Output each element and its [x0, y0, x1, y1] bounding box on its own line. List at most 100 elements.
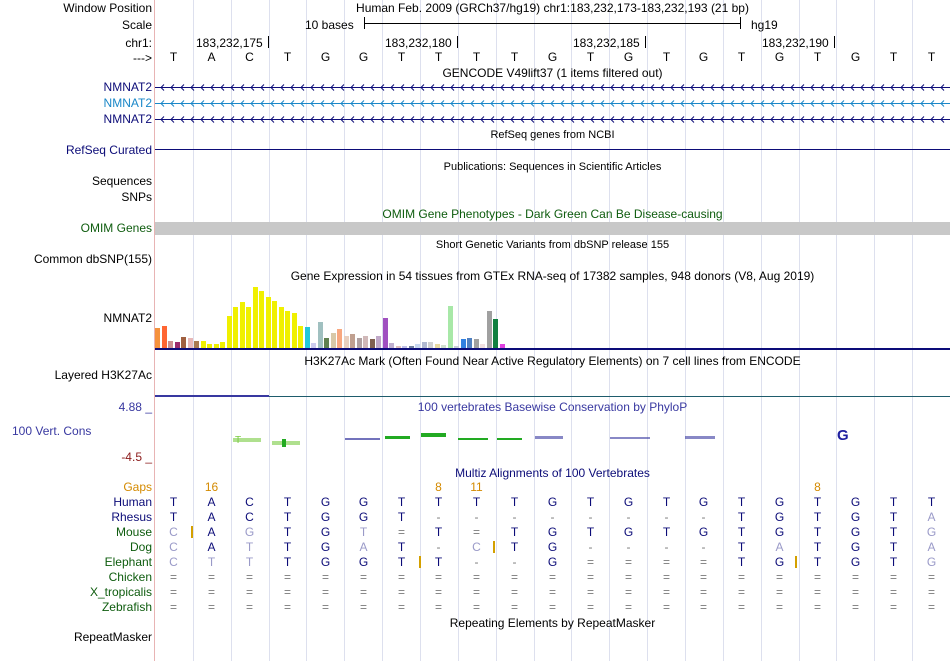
gtex-tissue-bar[interactable] — [382, 318, 388, 348]
gtex-tissue-bar[interactable] — [415, 344, 420, 348]
gencode-gene-label-3[interactable]: NMNAT2 — [103, 112, 152, 126]
gtex-tissue-bar[interactable] — [486, 311, 492, 348]
refseq-track-label[interactable]: RefSeq Curated — [65, 143, 152, 157]
alignment-base: G — [547, 525, 558, 539]
alignment-base: = — [283, 600, 291, 614]
species-label-zebrafish[interactable]: Zebrafish — [101, 600, 152, 614]
gtex-tissue-bar[interactable] — [207, 344, 212, 348]
gtex-track-label[interactable]: NMNAT2 — [103, 311, 152, 325]
alignment-base: - — [550, 510, 555, 524]
gtex-tissue-bar[interactable] — [454, 346, 459, 348]
gtex-tissue-bar[interactable] — [194, 341, 199, 348]
publications-snps-label[interactable]: SNPs — [121, 190, 152, 204]
gencode-track-title: GENCODE V49lift37 (1 items filtered out) — [442, 66, 663, 80]
gtex-tissue-bar[interactable] — [434, 344, 440, 348]
species-label-dog[interactable]: Dog — [129, 540, 152, 554]
gtex-tissue-bar[interactable] — [428, 342, 433, 348]
refseq-gene-line[interactable] — [155, 149, 950, 150]
gtex-tissue-bar[interactable] — [350, 334, 355, 348]
gtex-tissue-bar[interactable] — [233, 307, 238, 348]
gtex-tissue-bar[interactable] — [174, 342, 180, 348]
alignment-base: G — [547, 555, 558, 569]
gtex-tissue-bar[interactable] — [369, 339, 375, 348]
alignment-base: T — [737, 495, 746, 509]
species-label-chicken[interactable]: Chicken — [108, 570, 152, 584]
gtex-tissue-bar[interactable] — [343, 336, 349, 348]
reference-base: T — [283, 50, 292, 64]
gtex-tissue-bar[interactable] — [402, 346, 407, 348]
gtex-tissue-bar[interactable] — [317, 322, 323, 348]
gtex-tissue-bar[interactable] — [311, 343, 316, 348]
gtex-tissue-bar[interactable] — [161, 326, 167, 348]
gtex-tissue-bar[interactable] — [493, 319, 498, 348]
gtex-tissue-bar[interactable] — [285, 311, 290, 348]
gtex-tissue-bar[interactable] — [460, 339, 466, 348]
track-image-area[interactable]: Human Feb. 2009 (GRCh37/hg19) chr1:183,2… — [155, 0, 950, 661]
gtex-tissue-bar[interactable] — [226, 316, 232, 348]
gtex-tissue-bar[interactable] — [337, 329, 342, 348]
alignment-base: = — [245, 570, 253, 584]
alignment-base: - — [626, 540, 631, 554]
alignment-base: G — [320, 540, 331, 554]
gtex-tissue-bar[interactable] — [252, 287, 258, 348]
gtex-tissue-bar[interactable] — [239, 302, 245, 348]
gtex-tissue-bar[interactable] — [441, 345, 446, 348]
gtex-tissue-bar[interactable] — [213, 344, 219, 348]
gtex-tissue-bar[interactable] — [265, 297, 271, 348]
gtex-tissue-bar[interactable] — [363, 336, 368, 348]
gtex-tissue-bar[interactable] — [324, 338, 329, 348]
gtex-bar-chart[interactable] — [155, 284, 555, 348]
gencode-transcript-3[interactable] — [155, 114, 950, 125]
gtex-tissue-bar[interactable] — [155, 328, 160, 348]
gtex-tissue-bar[interactable] — [499, 344, 505, 348]
omim-track-label[interactable]: OMIM Genes — [80, 221, 152, 235]
gtex-tissue-bar[interactable] — [408, 346, 414, 348]
gtex-tissue-bar[interactable] — [421, 342, 427, 348]
gencode-gene-label-1[interactable]: NMNAT2 — [103, 80, 152, 94]
gtex-tissue-bar[interactable] — [480, 344, 485, 348]
gtex-tissue-bar[interactable] — [168, 341, 173, 348]
gtex-tissue-bar[interactable] — [304, 327, 310, 348]
gtex-tissue-bar[interactable] — [467, 338, 472, 348]
gtex-tissue-bar[interactable] — [389, 343, 394, 348]
publications-sequences-label[interactable]: Sequences — [91, 174, 152, 188]
alignment-base: - — [474, 510, 479, 524]
gtex-tissue-bar[interactable] — [298, 326, 303, 348]
gtex-tissue-bar[interactable] — [473, 339, 479, 348]
gencode-transcript-2[interactable] — [155, 98, 950, 109]
gtex-tissue-bar[interactable] — [259, 291, 264, 348]
gtex-tissue-bar[interactable] — [291, 313, 297, 348]
gtex-tissue-bar[interactable] — [447, 306, 453, 348]
gtex-tissue-bar[interactable] — [395, 346, 401, 348]
reference-base: T — [737, 50, 746, 64]
gtex-tissue-bar[interactable] — [376, 336, 381, 348]
h3k27ac-track-label[interactable]: Layered H3K27Ac — [54, 368, 152, 382]
species-label-mouse[interactable]: Mouse — [115, 525, 152, 539]
alignment-base: = — [851, 570, 859, 584]
gtex-tissue-bar[interactable] — [246, 307, 251, 348]
repeatmasker-track-label[interactable]: RepeatMasker — [73, 630, 152, 644]
gencode-gene-label-2[interactable]: NMNAT2 — [103, 96, 152, 110]
phylop-track-label[interactable]: 100 Vert. Cons — [12, 424, 92, 438]
alignment-base: C — [245, 510, 254, 524]
species-label-rhesus[interactable]: Rhesus — [111, 510, 152, 524]
species-label-human[interactable]: Human — [113, 495, 152, 509]
alignment-base: G — [358, 510, 369, 524]
phylop-logo-bar-9 — [535, 436, 563, 439]
gtex-tissue-bar[interactable] — [200, 341, 206, 348]
gtex-tissue-bar[interactable] — [330, 333, 336, 348]
gtex-tissue-bar[interactable] — [187, 338, 193, 348]
gtex-tissue-bar[interactable] — [278, 307, 284, 348]
gtex-tissue-bar[interactable] — [220, 342, 225, 348]
gtex-tissue-bar[interactable] — [272, 301, 277, 348]
grid-line — [912, 0, 913, 661]
gencode-transcript-1[interactable] — [155, 82, 950, 93]
alignment-base: C — [245, 495, 254, 509]
gtex-tissue-bar[interactable] — [356, 338, 362, 348]
alignment-base: = — [434, 570, 442, 584]
species-label-x_tropicalis[interactable]: X_tropicalis — [89, 585, 152, 599]
gtex-tissue-bar[interactable] — [181, 337, 186, 348]
species-label-elephant[interactable]: Elephant — [104, 555, 152, 569]
omim-gene-block[interactable] — [155, 222, 950, 235]
dbsnp-track-label[interactable]: Common dbSNP(155) — [33, 252, 152, 266]
